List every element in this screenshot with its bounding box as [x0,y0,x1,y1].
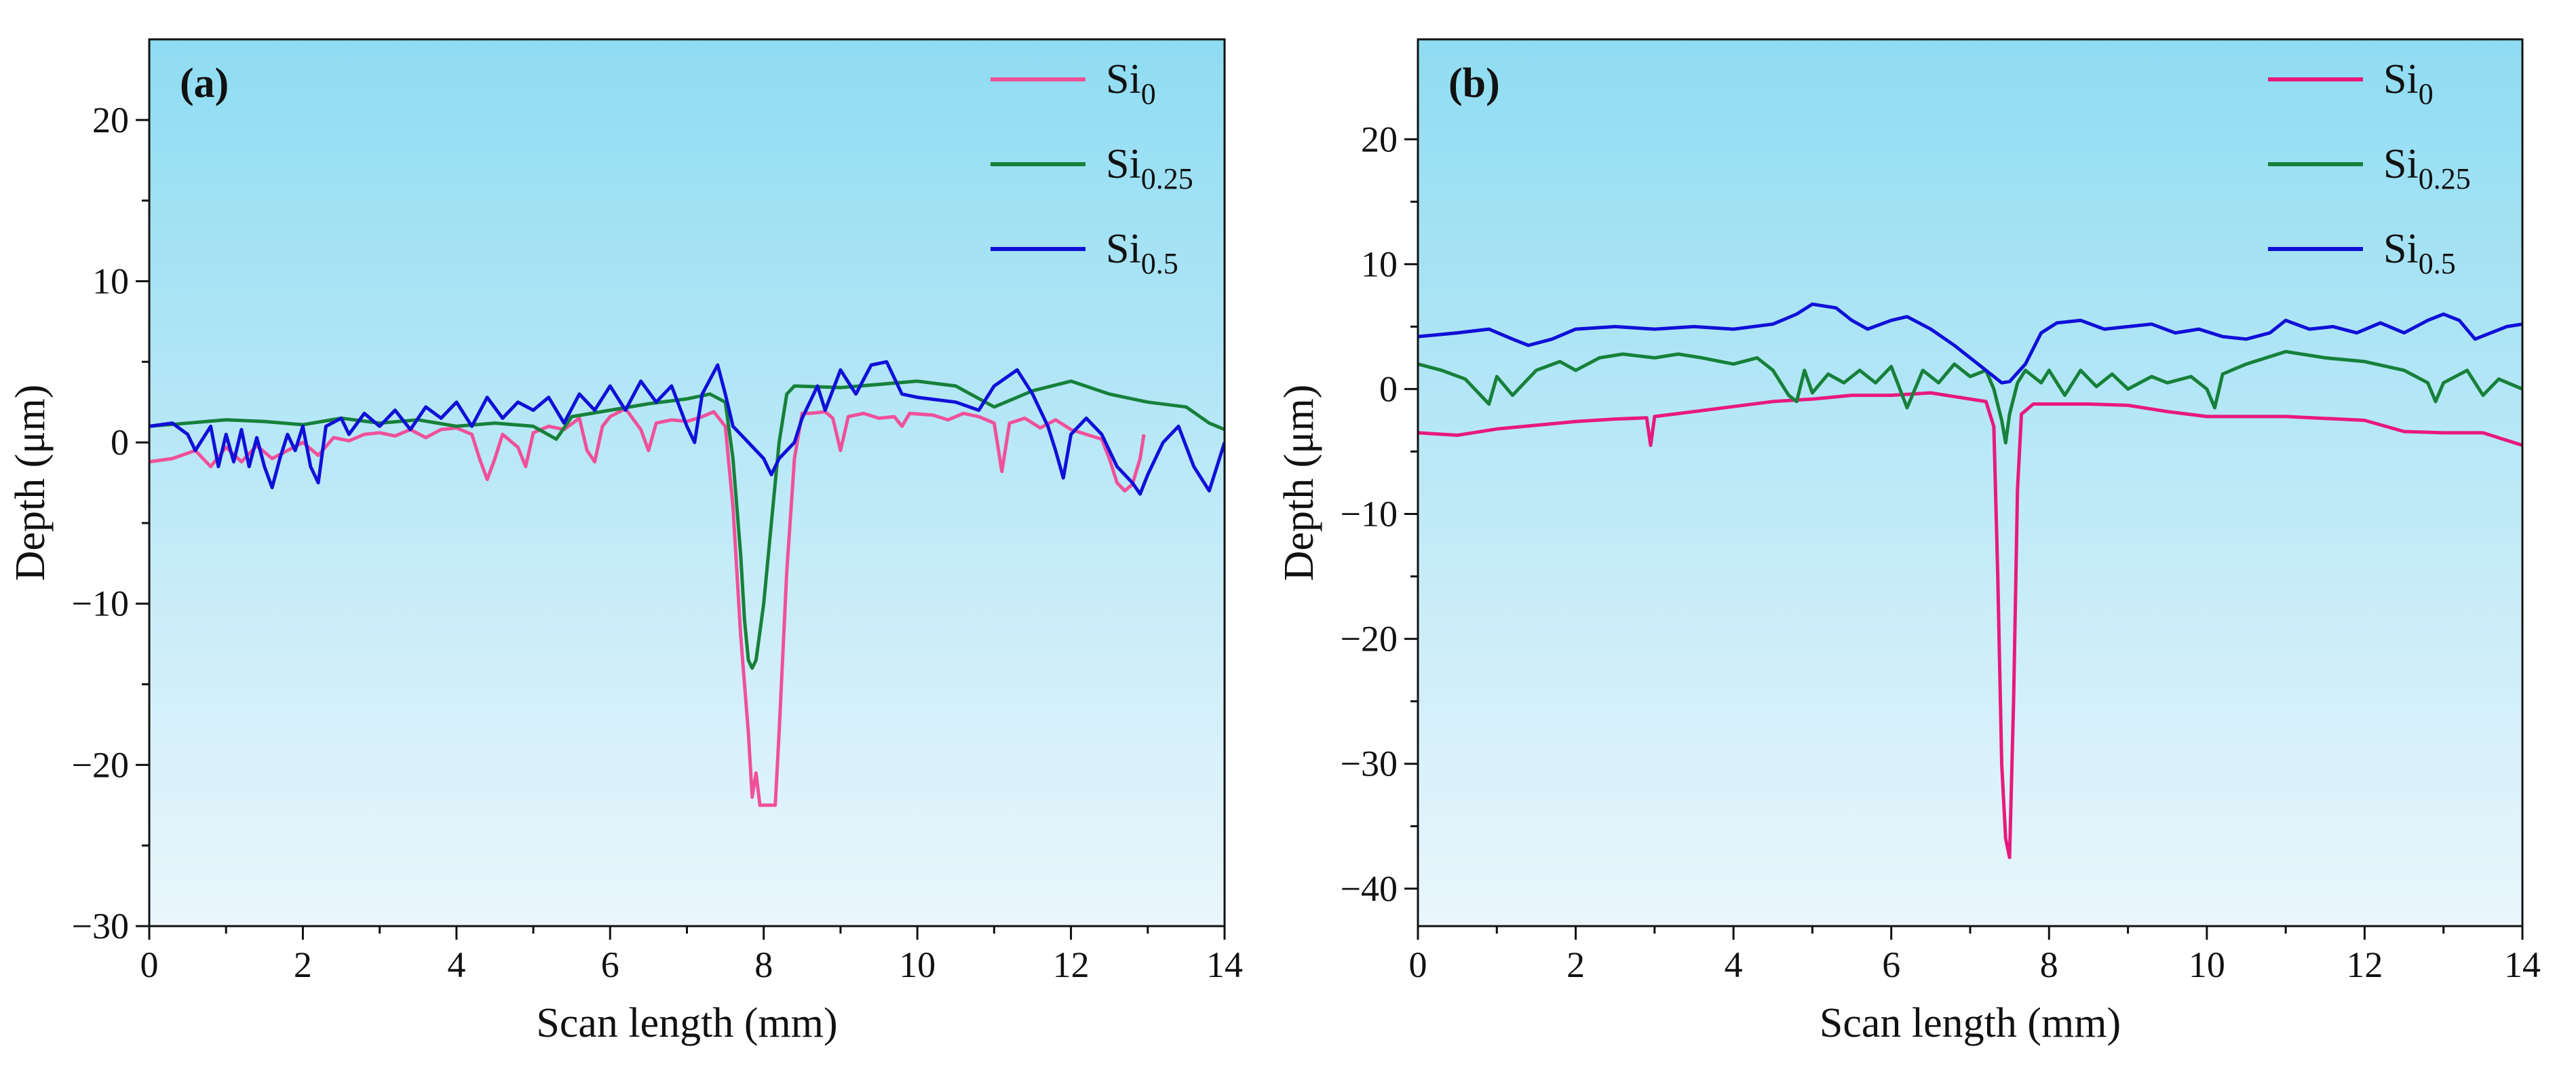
x-axis-title: Scan length (mm) [536,1000,837,1046]
y-tick-label: −10 [1341,494,1398,535]
legend-label: Si0.25 [2383,141,2471,195]
x-tick-label: 2 [1566,944,1585,985]
y-tick-label: 0 [1379,368,1398,409]
legend-label-subscript: 0.25 [2419,162,2471,195]
legend-label-base: Si [1106,56,1141,102]
x-tick-label: 8 [754,944,773,985]
y-tick-label: −40 [1341,868,1398,909]
y-tick-label: 0 [111,422,129,463]
y-tick-label: 10 [1361,244,1398,284]
legend-label: Si0 [2383,56,2434,111]
legend-label-base: Si [2383,226,2419,272]
legend-label: Si0 [1106,56,1156,111]
series-line-si-0-5 [149,360,1225,496]
y-tick-label: −20 [1341,619,1398,659]
x-tick-label: 4 [1725,944,1743,985]
y-tick-label: −20 [72,744,129,785]
series-line-si-0 [149,406,1146,807]
legend-label-subscript: 0.5 [1141,247,1178,280]
legend-label-subscript: 0 [1141,77,1156,111]
plot-background [149,39,1225,926]
legend-label-base: Si [2383,141,2419,187]
x-tick-label: 6 [1882,944,1900,985]
panel-label: (b) [1448,60,1500,107]
legend-label: Si0.5 [2383,226,2456,280]
x-axis-title: Scan length (mm) [1820,1000,2121,1046]
x-tick-label: 14 [1206,944,1243,985]
x-tick-label: 10 [2189,944,2225,985]
x-tick-label: 4 [447,944,465,985]
x-tick-label: 6 [601,944,619,985]
x-tick-label: 8 [2040,944,2058,985]
y-tick-label: 10 [92,261,129,301]
chart-panel-a: 0 2 4 6 8 10 12 14 −30 −20 −10 0 10 20 Scan length (mm… [7,38,1243,1046]
y-tick-label: −30 [1341,744,1398,784]
legend-label: Si0.5 [1106,226,1178,280]
series-line-si-0 [1418,391,2522,860]
x-tick-label: 10 [899,944,936,985]
legend-label-base: Si [1106,226,1141,272]
legend-label: Si0.25 [1106,141,1193,195]
x-tick-label: 12 [2346,944,2383,985]
x-tick-label: 12 [1053,944,1090,985]
legend-label-subscript: 0 [2419,77,2434,111]
y-tick-label: −30 [72,906,129,946]
x-tick-label: 0 [1409,944,1427,985]
y-axis-title: Depth (μm) [7,385,54,581]
x-tick-label: 0 [140,944,159,985]
y-tick-label: 20 [92,100,129,140]
x-tick-label: 2 [294,944,312,985]
chart-panel-b: 0 2 4 6 8 10 12 14 −40 −30 −20 −10 0 10 20 Scan length … [1276,38,2541,1046]
y-tick-label: −10 [72,583,129,624]
panel-label: (a) [180,60,229,107]
legend-label-base: Si [1106,141,1141,187]
legend-label-subscript: 0.5 [2419,247,2456,280]
plot-background [1418,39,2522,926]
series-line-si-0-5 [1418,302,2522,385]
y-axis-title: Depth (μm) [1276,385,1322,581]
legend-label-subscript: 0.25 [1141,162,1193,195]
y-tick-label: 20 [1361,119,1398,159]
legend-label-base: Si [2383,56,2419,102]
x-tick-label: 14 [2504,944,2541,985]
